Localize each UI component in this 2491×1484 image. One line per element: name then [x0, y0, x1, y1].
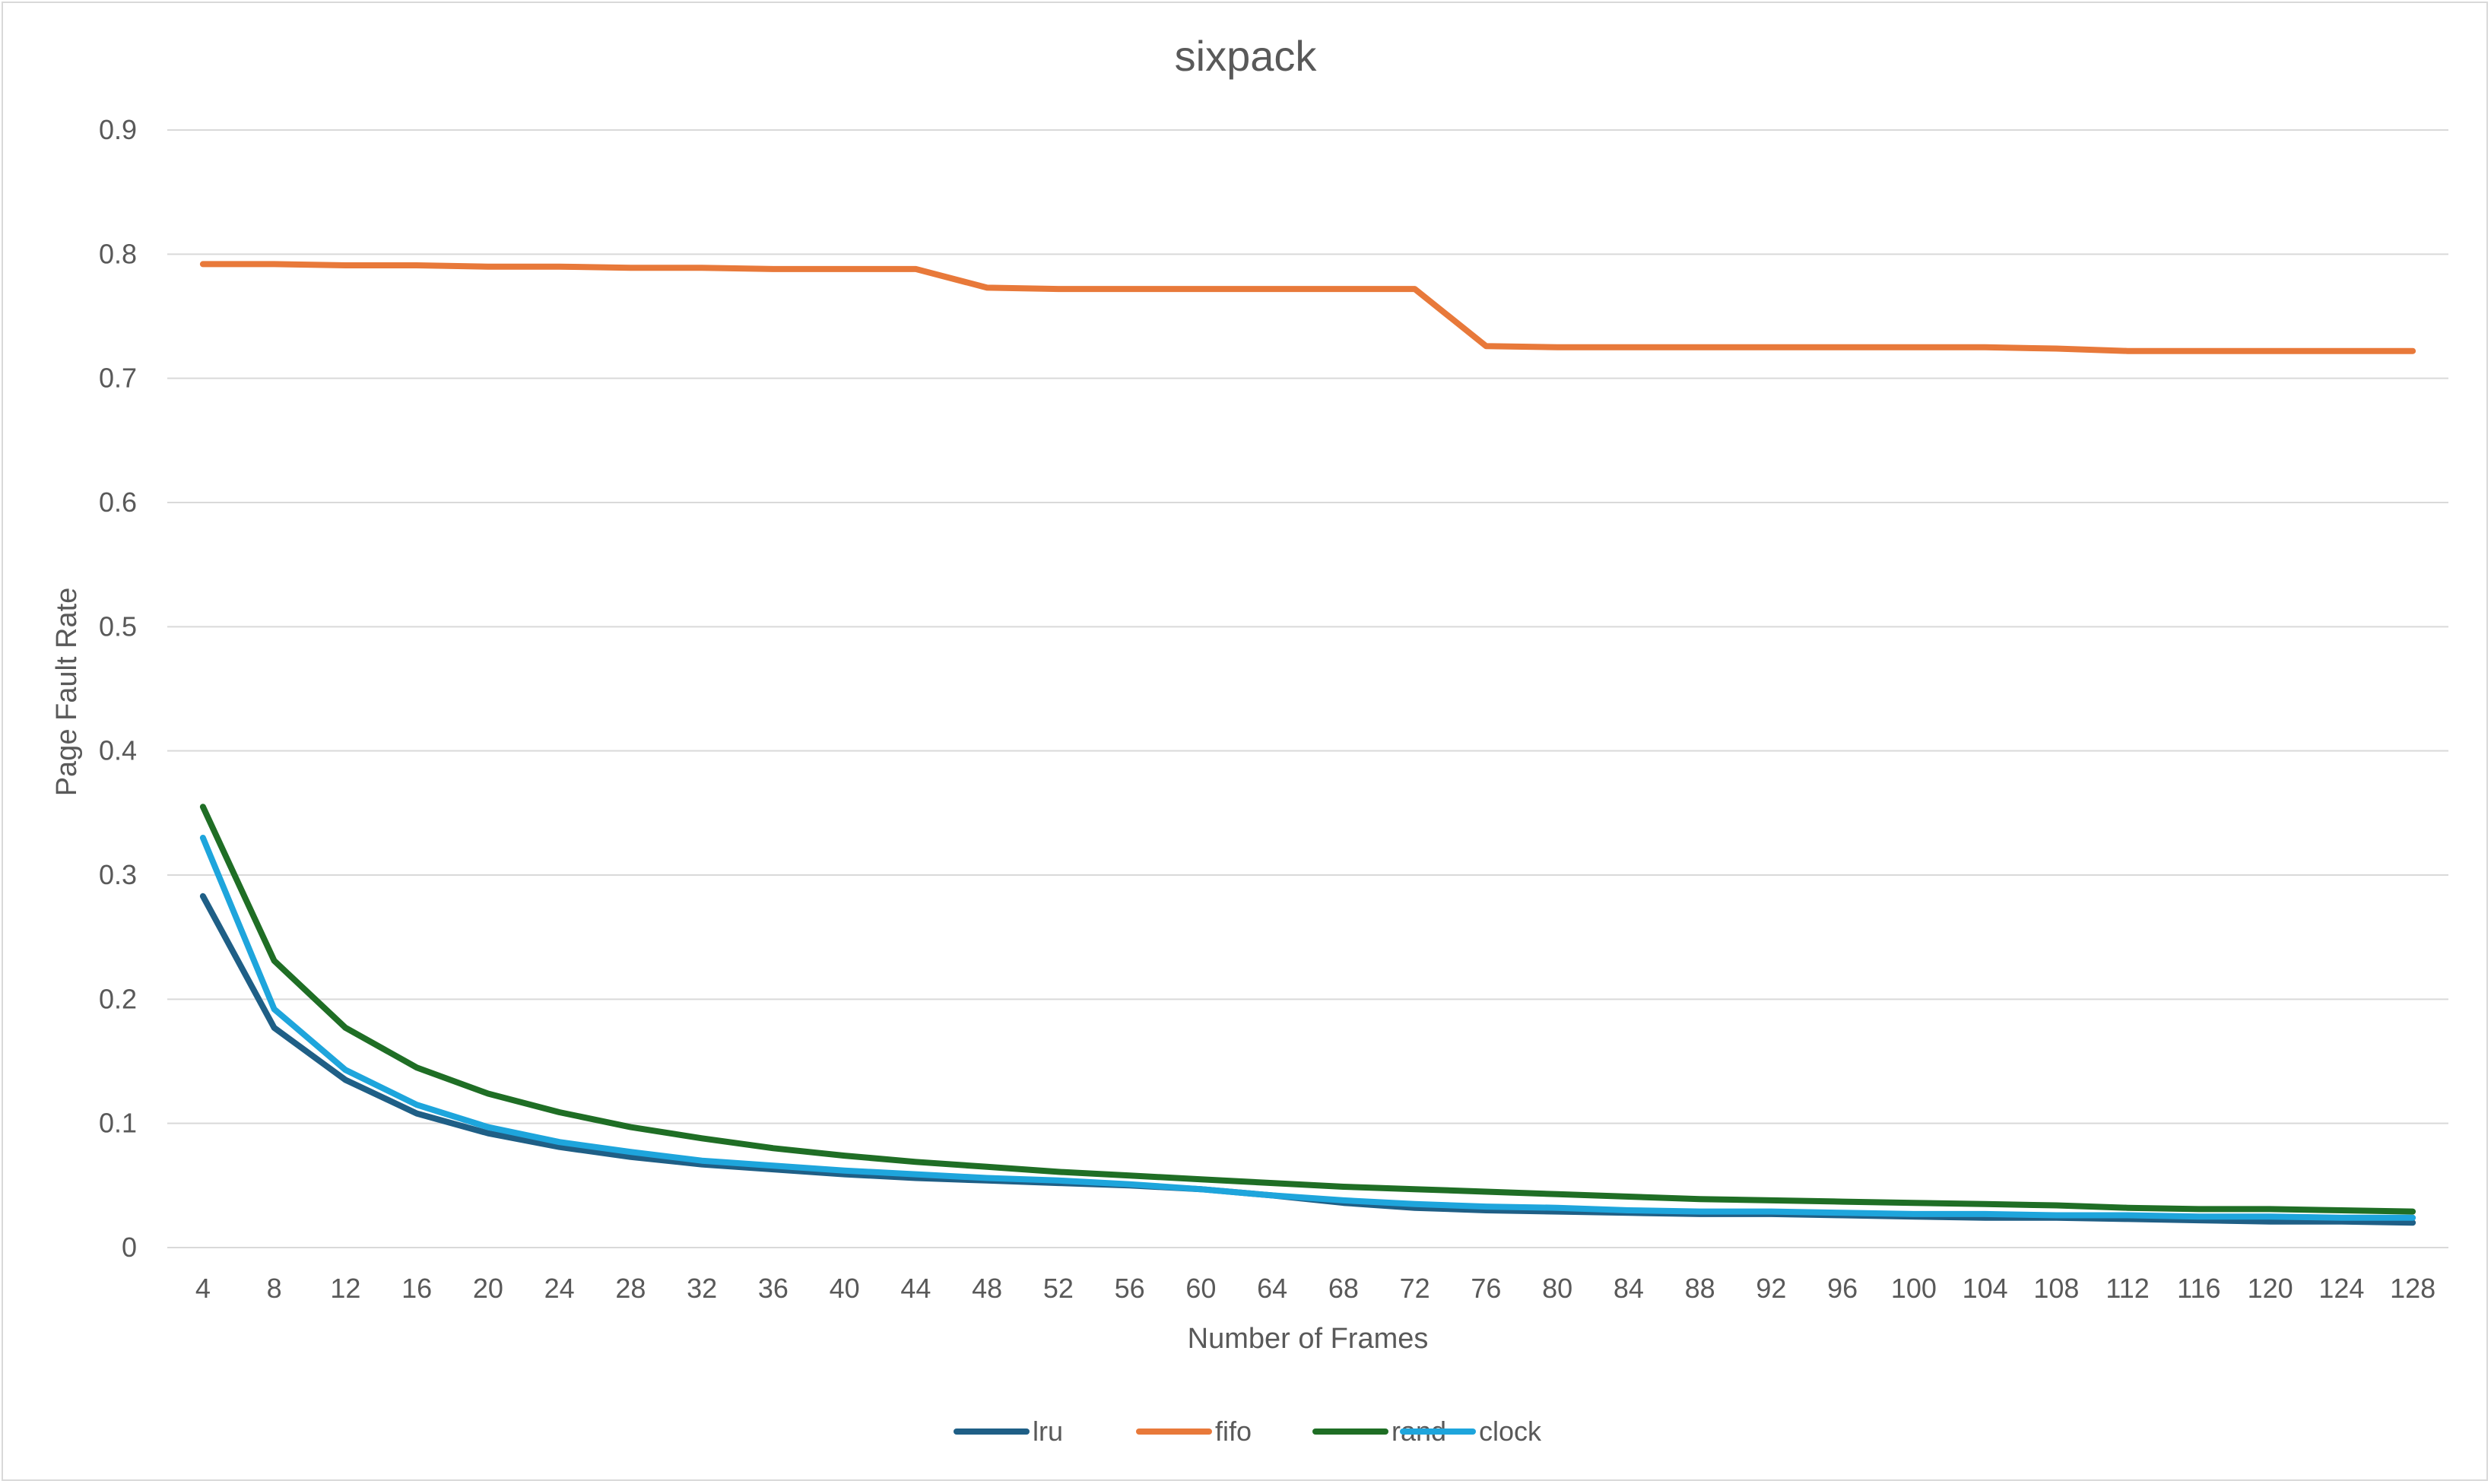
- x-tick-label: 8: [267, 1273, 282, 1304]
- x-tick-label: 56: [1115, 1273, 1145, 1304]
- x-tick-label: 92: [1756, 1273, 1786, 1304]
- x-axis-label: Number of Frames: [1188, 1323, 1429, 1355]
- y-tick-label: 0.3: [99, 859, 137, 890]
- legend-label-clock: clock: [1479, 1416, 1542, 1447]
- series-line-clock: [199, 835, 2416, 1221]
- y-tick-label: 0.6: [99, 487, 137, 518]
- series-line-fifo: [199, 261, 2416, 354]
- x-tick-label: 68: [1328, 1273, 1359, 1304]
- x-tick-label: 28: [615, 1273, 646, 1304]
- x-tick-label: 64: [1257, 1273, 1287, 1304]
- x-tick-label: 52: [1043, 1273, 1074, 1304]
- x-tick-label: 72: [1400, 1273, 1430, 1304]
- y-tick-label: 0.1: [99, 1108, 137, 1139]
- x-tick-label: 60: [1185, 1273, 1216, 1304]
- y-tick-label: 0.9: [99, 114, 137, 145]
- x-tick-label: 124: [2318, 1273, 2364, 1304]
- x-tick-label: 12: [330, 1273, 360, 1304]
- y-axis-ticks: 0 0.1 0.2 0.3 0.4 0.5 0.6 0.7 0.8 0.9: [99, 114, 137, 1263]
- legend: lru fifo rand clock: [954, 1416, 1542, 1447]
- x-tick-label: 96: [1827, 1273, 1858, 1304]
- x-tick-label: 4: [195, 1273, 211, 1304]
- legend-label-lru: lru: [1033, 1416, 1063, 1447]
- series-lines: [199, 261, 2416, 1226]
- x-tick-label: 44: [900, 1273, 931, 1304]
- y-tick-label: 0.5: [99, 610, 137, 642]
- x-axis-ticks: 4 8 12 16 20 24 28 32 36 40 44 48 52 56 60 64 68 72 76 80 84…: [195, 1273, 2435, 1304]
- chart-title: sixpack: [1175, 32, 1318, 80]
- y-tick-label: 0.4: [99, 735, 137, 766]
- x-tick-label: 80: [1542, 1273, 1572, 1304]
- x-tick-label: 24: [544, 1273, 575, 1304]
- x-tick-label: 36: [758, 1273, 789, 1304]
- x-tick-label: 20: [473, 1273, 503, 1304]
- y-axis-label: Page Fault Rate: [51, 588, 83, 797]
- gridlines: [167, 129, 2448, 1248]
- series-line-rand: [199, 804, 2416, 1215]
- x-tick-label: 104: [1963, 1273, 2008, 1304]
- x-tick-label: 100: [1891, 1273, 1937, 1304]
- x-tick-label: 112: [2105, 1273, 2149, 1304]
- x-tick-label: 120: [2248, 1273, 2293, 1304]
- y-tick-label: 0.7: [99, 363, 137, 394]
- x-tick-label: 40: [830, 1273, 860, 1304]
- y-tick-label: 0.2: [99, 983, 137, 1014]
- x-tick-label: 116: [2177, 1273, 2220, 1304]
- y-tick-label: 0: [122, 1232, 137, 1263]
- series-line-lru: [199, 893, 2416, 1226]
- y-tick-label: 0.8: [99, 238, 137, 269]
- x-tick-label: 16: [401, 1273, 432, 1304]
- x-tick-label: 108: [2033, 1273, 2079, 1304]
- x-tick-label: 48: [972, 1273, 1002, 1304]
- x-tick-label: 88: [1685, 1273, 1715, 1304]
- x-tick-label: 76: [1471, 1273, 1501, 1304]
- legend-label-fifo: fifo: [1215, 1416, 1252, 1447]
- x-tick-label: 32: [687, 1273, 717, 1304]
- x-tick-label: 128: [2390, 1273, 2435, 1304]
- x-tick-label: 84: [1614, 1273, 1644, 1304]
